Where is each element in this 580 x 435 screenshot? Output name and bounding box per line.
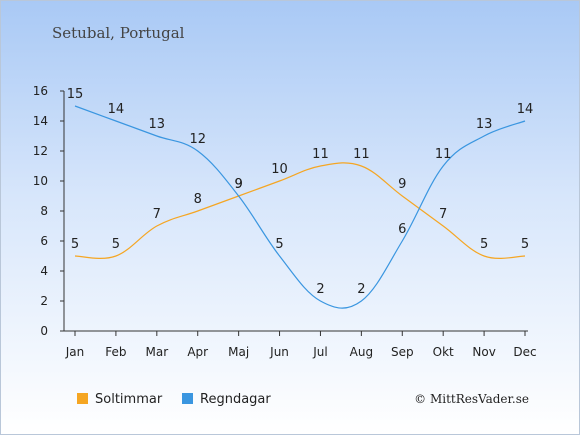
- legend-swatch-soltimmar: [77, 393, 88, 404]
- y-tick-label: 8: [40, 204, 48, 218]
- x-tick-label: Jun: [269, 345, 289, 359]
- y-tick-label: 6: [40, 234, 48, 248]
- x-tick-label: Jul: [312, 345, 327, 359]
- x-tick-label: Okt: [433, 345, 454, 359]
- data-label-soltimmar: 7: [439, 207, 447, 222]
- legend-swatch-regndagar: [182, 393, 193, 404]
- y-tick-label: 14: [33, 114, 48, 128]
- data-label-regndagar: 2: [357, 282, 365, 297]
- data-label-soltimmar: 11: [353, 147, 370, 162]
- x-tick-label: Feb: [105, 345, 126, 359]
- y-tick-label: 12: [33, 144, 48, 158]
- data-label-soltimmar: 9: [398, 177, 406, 192]
- y-axis-ticks: 0 2 4 6 8 10 12 14 16: [33, 84, 64, 338]
- legend-label-soltimmar: Soltimmar: [95, 392, 163, 407]
- y-tick-label: 2: [40, 294, 48, 308]
- y-tick-label: 0: [40, 324, 48, 338]
- data-label-soltimmar: 11: [312, 147, 329, 162]
- series-line-regndagar: [74, 105, 526, 309]
- x-tick-label: Sep: [391, 345, 414, 359]
- series-line-soltimmar: [74, 162, 526, 259]
- x-tick-label: Maj: [228, 345, 249, 359]
- x-tick-label: Dec: [513, 345, 536, 359]
- data-label-soltimmar: 5: [521, 237, 529, 252]
- x-tick-label: Apr: [187, 345, 208, 359]
- chart-title: Setubal, Portugal: [52, 24, 185, 42]
- data-label-regndagar: 2: [316, 282, 324, 297]
- credit-text: © MittResVader.se: [414, 392, 529, 406]
- data-label-soltimmar: 9: [234, 177, 242, 192]
- data-label-soltimmar: 7: [153, 207, 161, 222]
- data-label-soltimmar: 8: [194, 192, 202, 207]
- data-label-soltimmar: 5: [112, 237, 120, 252]
- x-tick-label: Jan: [65, 345, 85, 359]
- data-label-regndagar: 13: [149, 117, 166, 132]
- x-tick-label: Aug: [350, 345, 373, 359]
- data-label-regndagar: 12: [189, 132, 206, 147]
- data-label-regndagar: 9: [234, 177, 242, 192]
- data-label-soltimmar: 10: [271, 162, 288, 177]
- data-label-regndagar: 14: [517, 102, 534, 117]
- x-axis-ticks: Jan Feb Mar Apr Maj Jun Jul Aug Sep Okt Nov Dec: [65, 331, 537, 359]
- y-tick-label: 16: [33, 84, 48, 98]
- x-tick-label: Mar: [145, 345, 168, 359]
- data-label-regndagar: 11: [435, 147, 452, 162]
- data-label-regndagar: 15: [67, 87, 84, 102]
- data-label-soltimmar: 5: [480, 237, 488, 252]
- y-tick-label: 4: [40, 264, 48, 278]
- data-label-soltimmar: 5: [71, 237, 79, 252]
- data-label-regndagar: 13: [476, 117, 493, 132]
- y-tick-label: 10: [33, 174, 48, 188]
- x-tick-label: Nov: [472, 345, 495, 359]
- legend-label-regndagar: Regndagar: [200, 392, 271, 407]
- data-label-regndagar: 14: [108, 102, 125, 117]
- series-group: [74, 105, 526, 309]
- data-label-regndagar: 5: [275, 237, 283, 252]
- data-label-regndagar: 6: [398, 222, 406, 237]
- legend: Soltimmar Regndagar: [77, 392, 271, 407]
